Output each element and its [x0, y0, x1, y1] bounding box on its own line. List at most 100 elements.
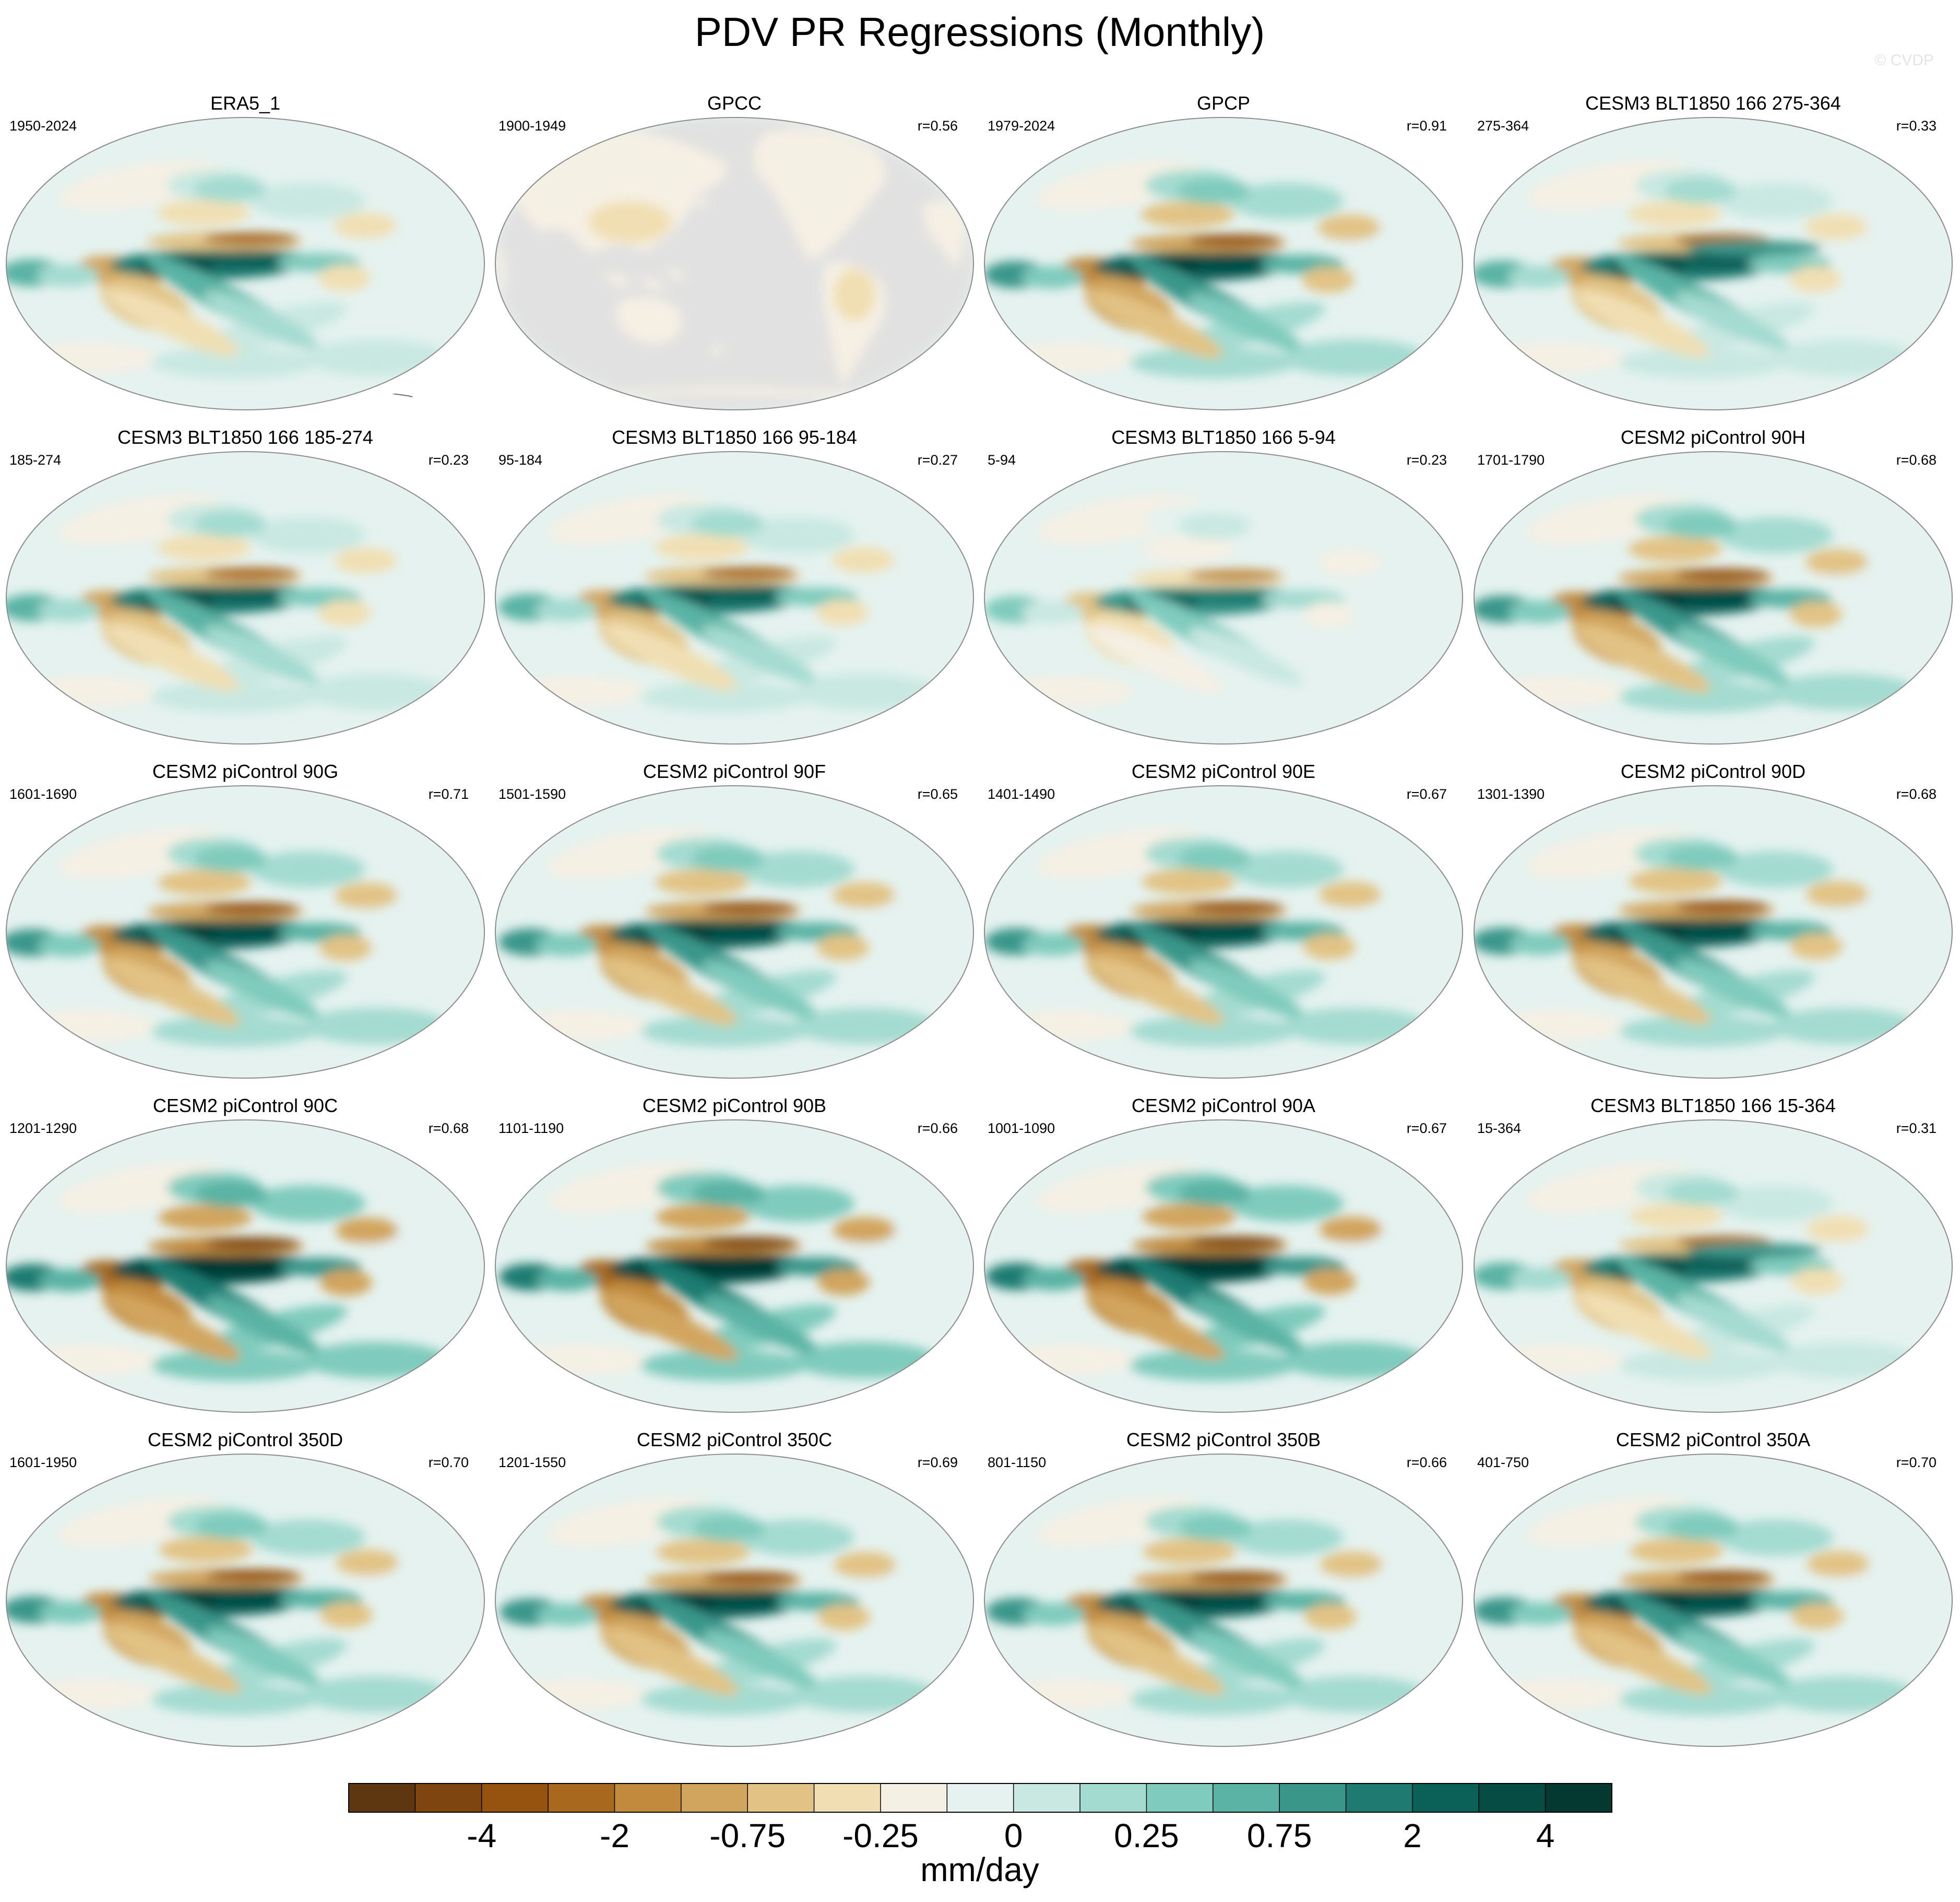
- anomaly-blob: [640, 1350, 807, 1381]
- anomaly-blob: [151, 681, 318, 713]
- anomaly-blob: [1619, 1350, 1786, 1381]
- anomaly-blob: [640, 681, 807, 713]
- anomaly-blob: [655, 869, 749, 895]
- anomaly-blob: [1142, 1203, 1236, 1230]
- panel-title: GPCP: [1197, 92, 1250, 114]
- anomaly-blob: [1771, 674, 1917, 710]
- anomaly-blob: [1526, 828, 1691, 879]
- panel-period: 1900-1949: [498, 118, 566, 134]
- panel-title: CESM3 BLT1850 166 15-364: [1590, 1095, 1836, 1116]
- anomaly-blob: [38, 1269, 101, 1292]
- panel-period: 5-94: [988, 452, 1016, 468]
- anomaly-blob: [1037, 160, 1202, 211]
- colorbar-tick-label: -0.25: [842, 1817, 919, 1854]
- anomaly-blob: [1676, 901, 1769, 914]
- map-panel: CESM3 BLT1850 166 185-274 185-274 r=0.23: [6, 427, 485, 745]
- anomaly-blob: [1619, 1684, 1786, 1715]
- colorbar-swatch: [1146, 1783, 1214, 1812]
- anomaly-blob: [999, 1344, 1135, 1376]
- anomaly-blob: [792, 1676, 938, 1712]
- panel-title: CESM2 piControl 90F: [643, 761, 826, 782]
- anomaly-blob: [1089, 290, 1223, 358]
- anomaly-blob: [703, 1295, 817, 1353]
- anomaly-blob: [204, 232, 298, 245]
- anomaly-blob: [206, 1569, 300, 1582]
- colorbar-swatch: [1346, 1783, 1413, 1812]
- panel-period: 1401-1490: [988, 786, 1055, 802]
- panel-title: CESM2 piControl 90G: [152, 761, 338, 782]
- anomaly-blob: [1508, 600, 1571, 623]
- anomaly-blob: [1189, 901, 1282, 914]
- anomaly-blob: [1320, 1551, 1383, 1578]
- anomaly-blob: [1141, 202, 1234, 228]
- anomaly-blob: [1489, 1010, 1624, 1042]
- panel-period: 1601-1690: [9, 786, 77, 802]
- panel-correlation: r=0.67: [1407, 786, 1447, 802]
- anomaly-blob: [1791, 1603, 1844, 1629]
- anomaly-blob: [1281, 1342, 1427, 1378]
- map-frame: [495, 1119, 974, 1413]
- anomaly-blob: [703, 1572, 797, 1585]
- anomaly-blob: [105, 289, 239, 356]
- map-frame: [6, 1454, 485, 1747]
- anomaly-blob: [1718, 517, 1833, 553]
- panel-correlation: r=0.68: [429, 1120, 469, 1136]
- map-frame: [6, 1119, 485, 1413]
- panel-correlation: r=0.23: [429, 452, 469, 468]
- panel-period: 1701-1790: [1477, 452, 1545, 468]
- map-panel: CESM3 BLT1850 166 5-94 5-94 r=0.23: [984, 427, 1463, 745]
- anomaly-blob: [1189, 1294, 1304, 1353]
- anomaly-blob: [319, 935, 372, 961]
- anomaly-blob: [1665, 844, 1738, 871]
- colorbar-tick-label: -2: [600, 1817, 629, 1854]
- map-frame: [1474, 117, 1953, 410]
- land-field: [604, 273, 632, 286]
- precip-field: [6, 494, 449, 713]
- anomaly-blob: [1718, 183, 1833, 219]
- anomaly-blob: [1771, 1342, 1917, 1378]
- anomaly-blob: [1037, 828, 1202, 879]
- anomaly-blob: [833, 882, 895, 908]
- anomaly-blob: [1805, 214, 1868, 240]
- anomaly-blob: [1189, 1236, 1283, 1249]
- anomaly-blob: [157, 199, 251, 226]
- precip-field: [984, 160, 1427, 379]
- anomaly-blob: [1320, 1216, 1382, 1243]
- anomaly-blob: [251, 517, 365, 553]
- anomaly-blob: [251, 1519, 365, 1556]
- land-field: [497, 243, 507, 295]
- anomaly-blob: [1771, 339, 1917, 376]
- anomaly-blob: [1675, 569, 1769, 582]
- anomaly-blob: [158, 1204, 252, 1231]
- anomaly-blob: [1718, 1185, 1833, 1222]
- anomaly-blob: [1020, 266, 1083, 289]
- anomaly-blob: [1791, 1268, 1843, 1294]
- panel-correlation: r=0.69: [918, 1455, 958, 1470]
- anomaly-blob: [702, 960, 817, 1018]
- map-frame: [495, 117, 974, 410]
- anomaly-blob: [1526, 160, 1691, 211]
- anomaly-blob: [1790, 601, 1842, 628]
- panel-period: 1101-1190: [498, 1120, 564, 1136]
- anomaly-blob: [1771, 1008, 1917, 1044]
- anomaly-blob: [1130, 347, 1297, 379]
- panel-title: CESM2 piControl 90D: [1621, 761, 1805, 782]
- land-field: [753, 128, 886, 261]
- anomaly-blob: [1090, 958, 1224, 1025]
- anomaly-blob: [21, 676, 157, 707]
- map-frame: [6, 785, 485, 1079]
- anomaly-blob: [548, 494, 712, 545]
- anomaly-blob: [1187, 292, 1302, 351]
- anomaly-blob: [336, 1218, 398, 1244]
- panel-correlation: r=0.65: [918, 786, 958, 802]
- anomaly-blob: [58, 1162, 223, 1213]
- colorbar-swatch: [1013, 1783, 1080, 1812]
- anomaly-blob: [740, 1519, 854, 1556]
- panel-title: CESM2 piControl 350D: [148, 1429, 343, 1450]
- anomaly-blob: [151, 1350, 318, 1381]
- anomaly-blob: [1526, 494, 1691, 545]
- anomaly-blob: [703, 1237, 797, 1249]
- anomaly-blob: [107, 1293, 241, 1361]
- land-field: [922, 200, 965, 269]
- anomaly-blob: [1188, 569, 1282, 582]
